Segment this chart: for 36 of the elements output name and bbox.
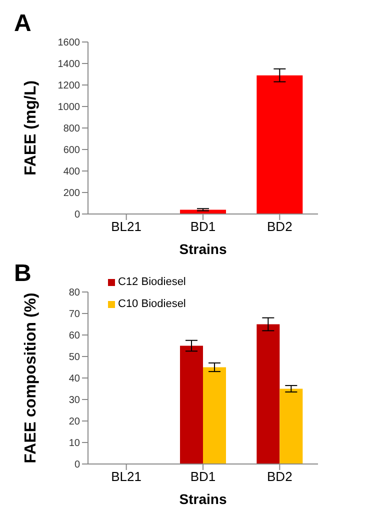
y-tick-label: 70 [68, 309, 80, 320]
x-tick-label: BD1 [190, 469, 216, 484]
x-tick-label: BD2 [267, 219, 292, 234]
chart-title: B [14, 260, 32, 288]
y-tick-label: 200 [63, 188, 80, 200]
bar [280, 388, 303, 464]
x-tick-label: BD1 [190, 219, 216, 234]
y-tick-label: 0 [74, 460, 80, 471]
y-axis-title: FAEE (mg/L) [22, 80, 40, 176]
y-tick-label: 1600 [58, 38, 80, 49]
y-tick-label: 50 [68, 352, 80, 364]
y-tick-label: 40 [68, 374, 80, 385]
legend-label: C10 Biodiesel [118, 298, 186, 310]
bar [180, 346, 203, 464]
x-axis-title: Strains [179, 241, 227, 257]
y-tick-label: 60 [68, 330, 80, 342]
y-tick-label: 1200 [58, 80, 80, 92]
bar [203, 367, 226, 464]
y-tick-label: 1400 [58, 59, 80, 70]
y-tick-label: 10 [68, 438, 80, 450]
y-tick-label: 600 [63, 145, 80, 156]
chart-title: A [14, 10, 32, 38]
bar [256, 324, 280, 464]
y-tick-label: 800 [63, 124, 80, 135]
y-tick-label: 80 [68, 288, 80, 299]
x-axis-title: Strains [179, 491, 227, 507]
y-tick-label: 20 [68, 416, 80, 428]
x-tick-label: BL21 [111, 469, 142, 484]
y-tick-label: 0 [74, 210, 80, 221]
x-tick-label: BD2 [267, 469, 292, 484]
y-axis-title: FAEE composition (%) [22, 292, 40, 464]
x-tick-label: BL21 [111, 219, 142, 234]
legend-label: C12 Biodiesel [118, 276, 186, 288]
y-tick-label: 400 [63, 166, 80, 178]
y-tick-label: 1000 [58, 102, 80, 114]
y-tick-label: 30 [68, 395, 80, 406]
